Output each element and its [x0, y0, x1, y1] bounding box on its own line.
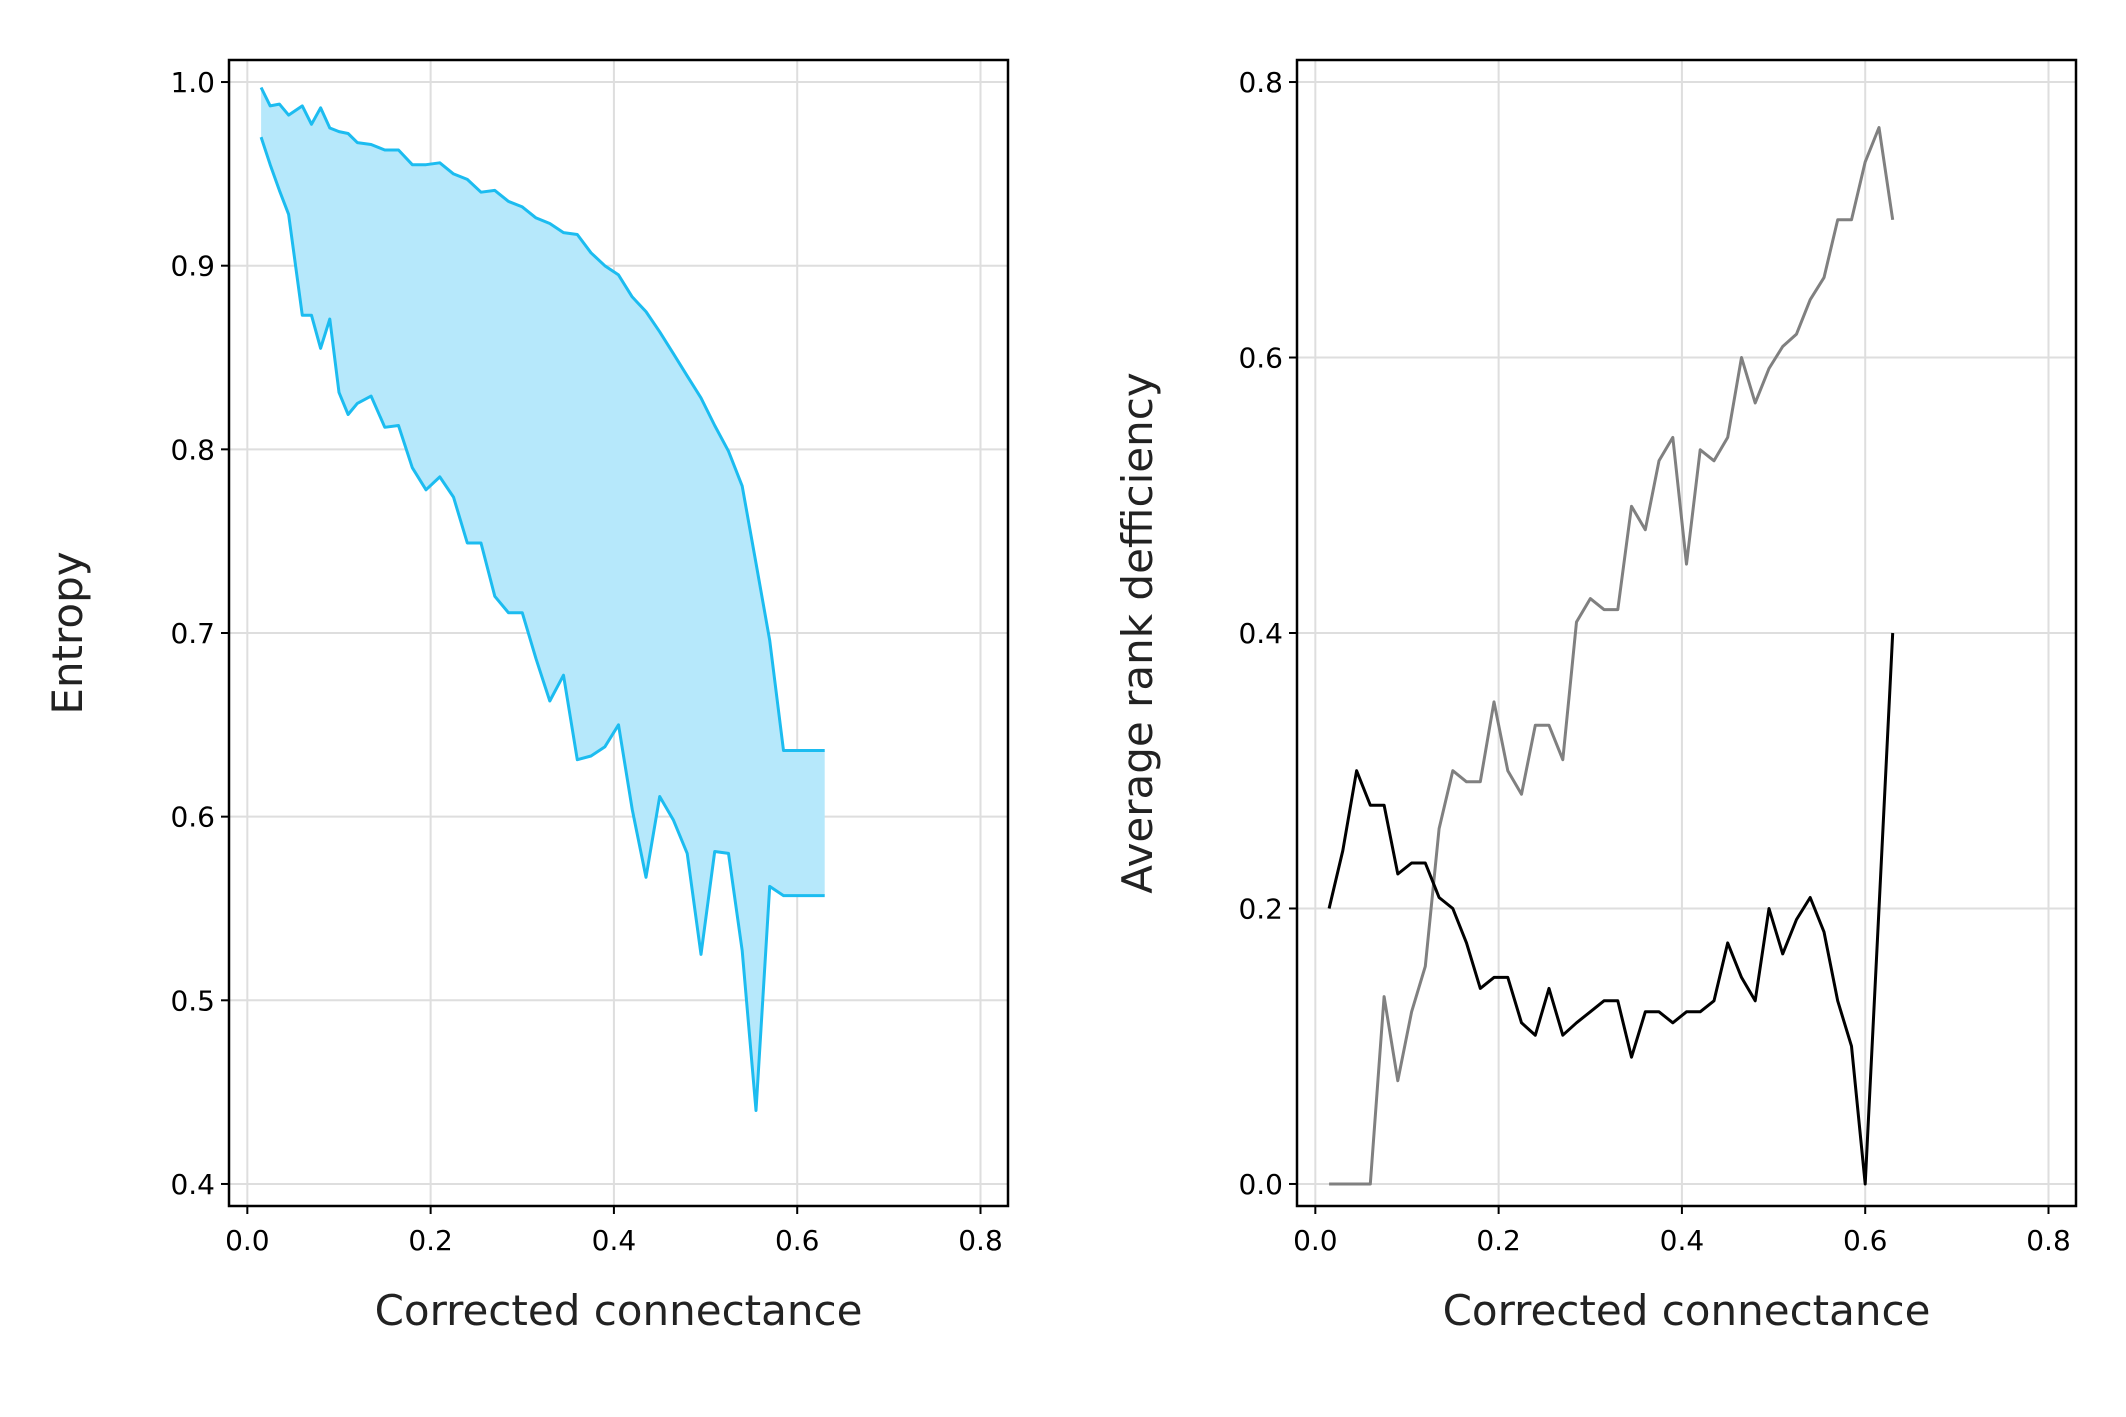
x-tick-label: 0.0 — [225, 1224, 270, 1257]
y-tick-label: 0.9 — [170, 250, 215, 283]
x-axis-label: Corrected connectance — [375, 1286, 863, 1335]
x-tick-label: 0.4 — [592, 1224, 637, 1257]
x-axis-label: Corrected connectance — [1443, 1286, 1931, 1335]
y-tick-label: 1.0 — [170, 66, 215, 99]
x-tick-label: 0.2 — [408, 1224, 453, 1257]
y-tick-label: 0.0 — [1238, 1168, 1283, 1201]
entropy-range-fill — [261, 87, 825, 1111]
x-tick-label: 0.6 — [775, 1224, 820, 1257]
y-tick-label: 0.6 — [170, 801, 215, 834]
y-tick-label: 0.6 — [1238, 342, 1283, 375]
y-tick-label: 0.2 — [1238, 892, 1283, 925]
x-tick-label: 0.6 — [1843, 1224, 1888, 1257]
entropy-lower-line — [259, 136, 825, 1112]
rank-deficiency-black-line — [1327, 632, 1895, 1186]
rank-deficiency-gray-line — [1329, 126, 1895, 1186]
y-tick-label: 0.8 — [170, 433, 215, 466]
x-tick-label: 0.8 — [2026, 1224, 2071, 1257]
y-axis-label: Entropy — [43, 551, 92, 714]
y-tick-label: 0.5 — [170, 984, 215, 1017]
plot-frame — [1295, 58, 2078, 1208]
x-tick-label: 0.2 — [1476, 1224, 1521, 1257]
entropy-panel: 0.0 0.2 0.4 0.6 0.8 0.4 0.5 0.6 0.7 0.8 0.9 1.0 Corr… — [43, 58, 1010, 1335]
rank-deficiency-panel: 0.0 0.2 0.4 0.6 0.8 0.0 0.2 0.4 0.6 0.8 Corrected … — [1113, 58, 2078, 1335]
x-tick-label: 0.8 — [958, 1224, 1003, 1257]
y-tick-label: 0.7 — [170, 617, 215, 650]
x-tick-label: 0.0 — [1293, 1224, 1338, 1257]
y-tick-label: 0.4 — [1238, 617, 1283, 650]
entropy-upper-line — [259, 86, 825, 752]
y-tick-label: 0.8 — [1238, 66, 1283, 99]
x-tick-label: 0.4 — [1660, 1224, 1705, 1257]
plot-frame — [227, 58, 1010, 1208]
y-axis-label: Average rank defficiency — [1113, 372, 1162, 893]
y-tick-label: 0.4 — [170, 1168, 215, 1201]
